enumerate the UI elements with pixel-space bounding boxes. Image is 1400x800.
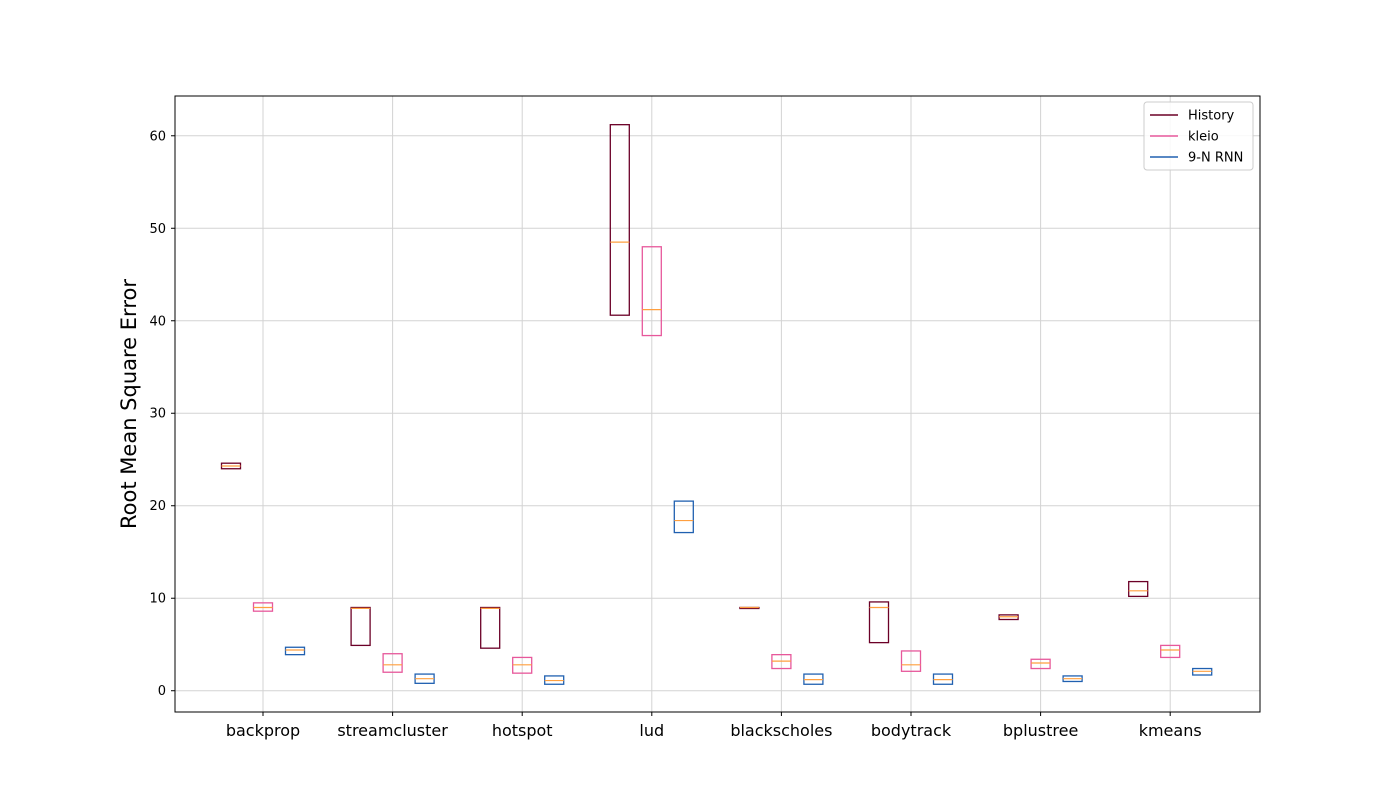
y-tick-label: 30 bbox=[149, 407, 166, 422]
box-kmeans-history bbox=[1128, 580, 1149, 598]
x-tick-label: kmeans bbox=[1139, 721, 1202, 740]
box-backprop-9-n-rnn bbox=[284, 646, 306, 656]
x-tick-label: lud bbox=[639, 721, 664, 740]
x-tick-label: hotspot bbox=[492, 721, 553, 740]
box-streamcluster-kleio bbox=[382, 653, 403, 673]
box-lud-kleio bbox=[641, 246, 662, 337]
box-bodytrack-kleio bbox=[900, 650, 922, 672]
box-kmeans-kleio bbox=[1160, 644, 1181, 659]
box-lud-history bbox=[609, 124, 630, 316]
legend-label: 9-N RNN bbox=[1188, 151, 1243, 166]
box-lud-9-n-rnn bbox=[673, 500, 694, 534]
box-bodytrack-history bbox=[868, 601, 890, 644]
boxes bbox=[220, 124, 1213, 685]
box-bplustree-kleio bbox=[1030, 658, 1051, 670]
y-tick-label: 10 bbox=[149, 592, 166, 607]
x-tick-label: streamcluster bbox=[337, 721, 448, 740]
axes: 0 10 20 30 40 50 60 backprop streamcluster hotspo… bbox=[149, 95, 1261, 740]
x-tick-label: bplustree bbox=[1003, 721, 1078, 740]
y-tick-label: 40 bbox=[149, 314, 166, 329]
legend-box bbox=[1143, 101, 1254, 171]
legend: History kleio 9-N RNN bbox=[1143, 101, 1254, 171]
y-tick-label: 0 bbox=[158, 684, 166, 699]
box-hotspot-history bbox=[480, 606, 501, 649]
x-tick-label: bodytrack bbox=[871, 721, 952, 740]
box-streamcluster-history bbox=[350, 606, 371, 647]
y-axis-label: Root Mean Square Error bbox=[117, 279, 141, 529]
legend-label: History bbox=[1188, 109, 1235, 124]
y-tick-label: 20 bbox=[149, 499, 166, 514]
plot-frame bbox=[174, 95, 1261, 713]
x-tick-label: backprop bbox=[226, 721, 300, 740]
legend-label: kleio bbox=[1188, 130, 1219, 145]
grid bbox=[175, 96, 1260, 712]
x-tick-label: blackscholes bbox=[730, 721, 832, 740]
y-tick-label: 50 bbox=[149, 222, 166, 237]
y-tick-label: 60 bbox=[149, 129, 166, 144]
